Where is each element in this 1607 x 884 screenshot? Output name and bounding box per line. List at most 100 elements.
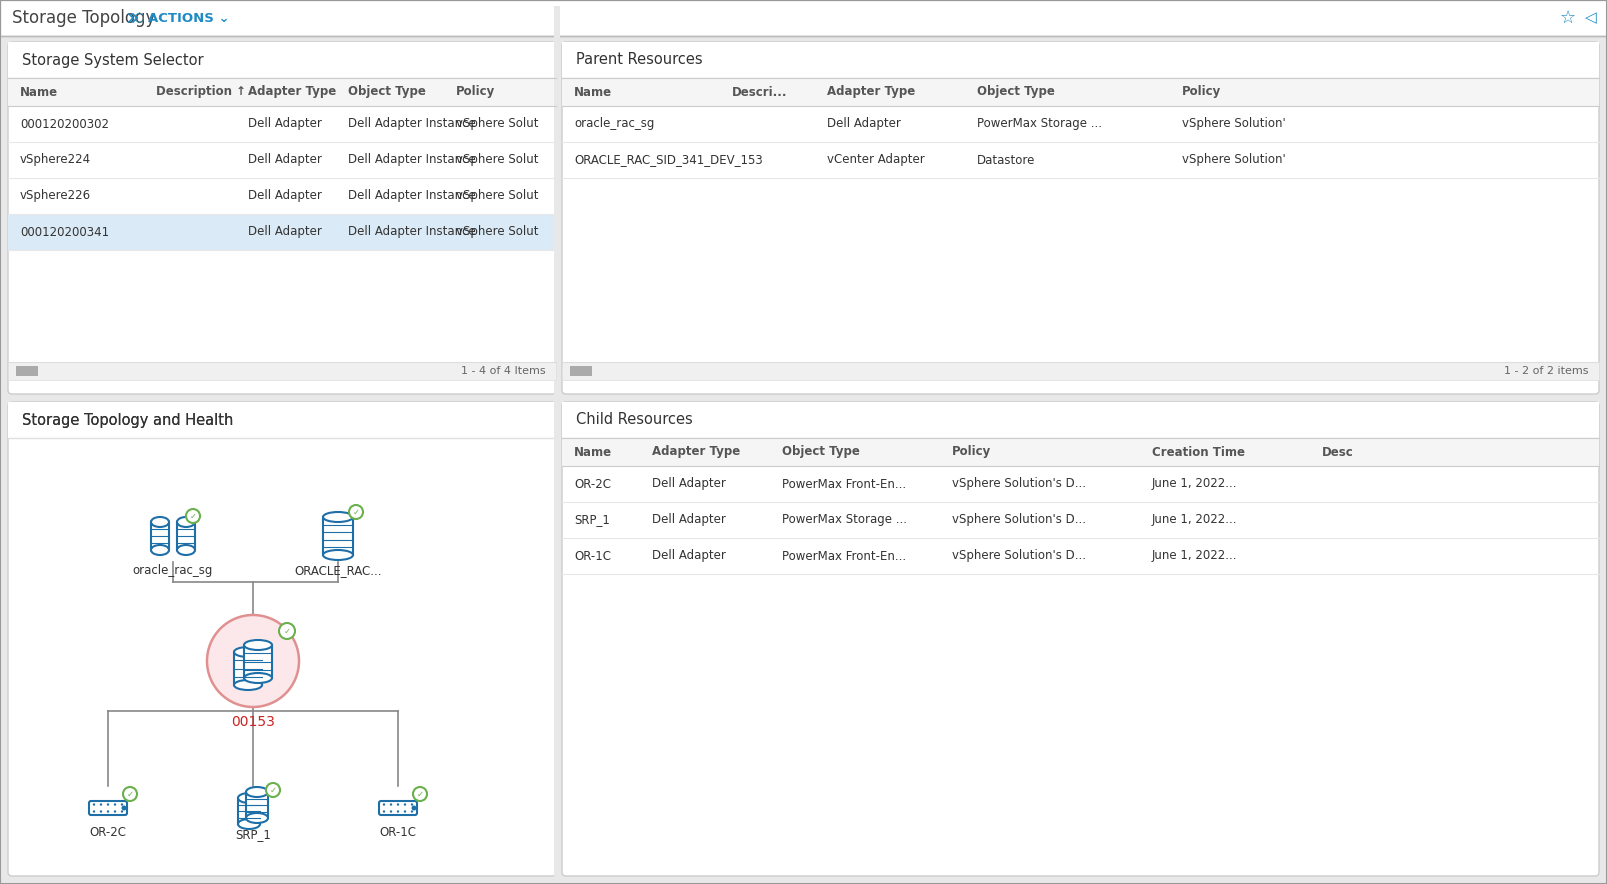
Text: vCenter Adapter: vCenter Adapter <box>828 154 924 166</box>
Circle shape <box>280 623 296 639</box>
Bar <box>8 402 556 438</box>
Text: Dell Adapter: Dell Adapter <box>652 514 726 527</box>
Bar <box>16 366 39 376</box>
Text: Dell Adapter: Dell Adapter <box>828 118 902 131</box>
Text: Adapter Type: Adapter Type <box>247 86 336 98</box>
Text: ✓: ✓ <box>283 627 291 636</box>
Text: Policy: Policy <box>1183 86 1221 98</box>
Text: vSphere Solution's D...: vSphere Solution's D... <box>951 477 1086 491</box>
Circle shape <box>413 787 427 801</box>
Ellipse shape <box>235 680 262 690</box>
Ellipse shape <box>246 813 268 823</box>
FancyBboxPatch shape <box>562 42 1599 394</box>
Text: ORACLE_RAC_SID_341_DEV_153: ORACLE_RAC_SID_341_DEV_153 <box>574 154 763 166</box>
Text: Parent Resources: Parent Resources <box>575 52 702 67</box>
Text: PowerMax Storage ...: PowerMax Storage ... <box>977 118 1102 131</box>
Text: ☆: ☆ <box>1560 9 1576 27</box>
Text: Storage Topology and Health: Storage Topology and Health <box>22 413 233 428</box>
Text: Object Type: Object Type <box>349 86 426 98</box>
Text: vSphere Solution's D...: vSphere Solution's D... <box>951 514 1086 527</box>
Bar <box>554 6 559 876</box>
Bar <box>8 42 556 78</box>
Bar <box>562 42 1599 78</box>
Bar <box>8 78 556 106</box>
Bar <box>562 438 1599 466</box>
Text: vSphere Solut: vSphere Solut <box>456 118 538 131</box>
Text: Policy: Policy <box>456 86 495 98</box>
Circle shape <box>382 804 386 805</box>
Circle shape <box>403 811 407 812</box>
Text: Object Type: Object Type <box>977 86 1054 98</box>
FancyBboxPatch shape <box>562 402 1599 876</box>
Circle shape <box>382 811 386 812</box>
Text: Storage Topology and Health: Storage Topology and Health <box>22 413 233 428</box>
Ellipse shape <box>244 640 272 650</box>
Text: Object Type: Object Type <box>783 446 860 459</box>
Text: Storage Topology: Storage Topology <box>11 9 156 27</box>
Bar <box>177 522 194 550</box>
Bar <box>0 0 1607 36</box>
Text: Name: Name <box>19 86 58 98</box>
Text: 1 - 4 of 4 Items: 1 - 4 of 4 Items <box>461 366 546 376</box>
Text: SRP_1: SRP_1 <box>574 514 611 527</box>
Text: Dell Adapter Instance: Dell Adapter Instance <box>349 189 476 202</box>
Bar <box>562 402 1599 438</box>
Text: Dell Adapter: Dell Adapter <box>652 477 726 491</box>
Text: Dell Adapter: Dell Adapter <box>247 118 321 131</box>
Text: Datastore: Datastore <box>977 154 1035 166</box>
Circle shape <box>121 804 124 805</box>
Text: Name: Name <box>574 86 612 98</box>
FancyBboxPatch shape <box>8 42 556 394</box>
Circle shape <box>411 804 413 805</box>
Ellipse shape <box>238 793 260 803</box>
Text: 00153: 00153 <box>231 715 275 729</box>
Circle shape <box>391 804 392 805</box>
Bar <box>244 645 272 678</box>
Text: vSphere Solution': vSphere Solution' <box>1183 118 1286 131</box>
Circle shape <box>207 615 299 707</box>
Bar <box>570 366 591 376</box>
Text: June 1, 2022...: June 1, 2022... <box>1152 477 1237 491</box>
Text: 1 - 2 of 2 items: 1 - 2 of 2 items <box>1504 366 1589 376</box>
Text: ◁: ◁ <box>1585 11 1597 26</box>
Circle shape <box>106 804 109 805</box>
Circle shape <box>100 811 103 812</box>
Text: ✓: ✓ <box>352 507 360 516</box>
Circle shape <box>106 811 109 812</box>
Ellipse shape <box>151 545 169 555</box>
Text: vSphere Solut: vSphere Solut <box>456 225 538 239</box>
Text: 000120200341: 000120200341 <box>19 225 109 239</box>
Ellipse shape <box>177 545 194 555</box>
Text: SRP_1: SRP_1 <box>235 828 272 841</box>
Text: vSphere Solution': vSphere Solution' <box>1183 154 1286 166</box>
Ellipse shape <box>244 673 272 683</box>
Text: June 1, 2022...: June 1, 2022... <box>1152 550 1237 562</box>
Text: Storage System Selector: Storage System Selector <box>22 52 204 67</box>
Text: Dell Adapter: Dell Adapter <box>247 189 321 202</box>
Text: ✓: ✓ <box>416 789 424 798</box>
Text: PowerMax Front-En...: PowerMax Front-En... <box>783 550 906 562</box>
Circle shape <box>397 804 399 805</box>
Text: ⬡: ⬡ <box>133 11 145 25</box>
Text: ✓: ✓ <box>270 786 276 795</box>
Circle shape <box>100 804 103 805</box>
Text: Name: Name <box>574 446 612 459</box>
Text: oracle_rac_sg: oracle_rac_sg <box>574 118 654 131</box>
Circle shape <box>411 805 416 811</box>
Ellipse shape <box>151 517 169 527</box>
Circle shape <box>122 805 127 811</box>
Text: Dell Adapter Instance: Dell Adapter Instance <box>349 225 476 239</box>
Text: Description ↑: Description ↑ <box>156 86 246 98</box>
Text: 000120200302: 000120200302 <box>19 118 109 131</box>
Bar <box>8 214 556 250</box>
Bar <box>323 517 354 555</box>
Circle shape <box>114 811 116 812</box>
Ellipse shape <box>238 819 260 829</box>
FancyBboxPatch shape <box>8 402 556 876</box>
Text: Dell Adapter: Dell Adapter <box>247 225 321 239</box>
Text: Dell Adapter: Dell Adapter <box>247 154 321 166</box>
Ellipse shape <box>246 787 268 797</box>
Text: oracle_rac_sg: oracle_rac_sg <box>133 564 214 577</box>
Bar <box>151 522 169 550</box>
Bar <box>246 792 268 818</box>
